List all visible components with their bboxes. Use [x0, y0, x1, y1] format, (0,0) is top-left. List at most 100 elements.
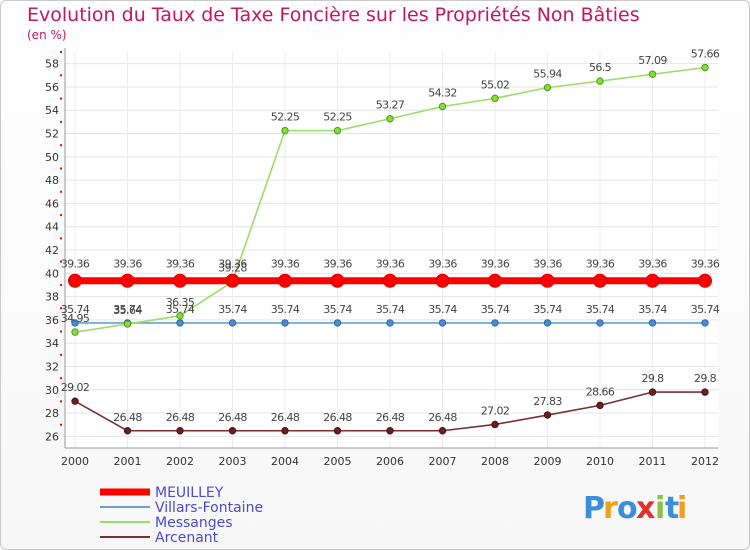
- data-label-meuilley: 39.36: [376, 258, 405, 271]
- data-label-messanges: 53.27: [376, 99, 405, 112]
- y-minor-tick: [60, 214, 62, 217]
- y-tick-label: 28: [45, 407, 59, 420]
- data-label-messanges: 39.28: [218, 262, 247, 275]
- x-tick-label: 2012: [691, 455, 719, 468]
- x-tick-label: 2006: [376, 455, 404, 468]
- data-point-arcenant: [123, 427, 132, 435]
- data-label-messanges: 55.94: [533, 68, 562, 81]
- y-tick-label: 40: [45, 267, 59, 280]
- data-point-villars-fontaine: [701, 319, 709, 327]
- data-point-meuilley: [435, 273, 450, 288]
- y-tick-label: 48: [45, 174, 59, 187]
- y-minor-tick: [60, 377, 62, 380]
- data-point-meuilley: [278, 273, 292, 288]
- legend-label-messanges: Messanges: [155, 515, 233, 531]
- data-label-villars-fontaine: 35.74: [533, 303, 562, 316]
- data-label-villars-fontaine: 35.74: [481, 303, 510, 316]
- y-tick-label: 58: [45, 58, 59, 71]
- x-tick-label: 2007: [429, 455, 457, 468]
- data-label-messanges: 36.35: [166, 296, 195, 309]
- data-label-messanges: 35.64: [113, 304, 142, 317]
- data-label-villars-fontaine: 35.74: [218, 303, 247, 316]
- data-label-arcenant: 26.48: [166, 411, 195, 424]
- y-tick-label: 34: [45, 337, 59, 350]
- x-tick-label: 2001: [114, 455, 142, 468]
- data-point-messanges: [333, 126, 342, 135]
- data-label-meuilley: 39.36: [113, 258, 142, 271]
- data-point-meuilley: [698, 273, 712, 288]
- data-label-messanges: 57.66: [691, 48, 720, 61]
- data-point-villars-fontaine: [71, 319, 79, 327]
- data-point-meuilley: [645, 273, 660, 288]
- y-minor-tick: [60, 74, 62, 77]
- data-point-arcenant: [701, 388, 709, 396]
- x-tick-label: 2010: [586, 455, 614, 468]
- x-tick-label: 2005: [324, 455, 352, 468]
- data-label-messanges: 54.32: [428, 87, 457, 100]
- y-minor-tick: [60, 260, 62, 263]
- data-label-meuilley: 39.36: [533, 258, 562, 271]
- x-tick-label: 2008: [481, 455, 509, 468]
- data-label-meuilley: 39.36: [481, 258, 510, 271]
- data-label-arcenant: 29.02: [61, 381, 90, 394]
- data-point-meuilley: [488, 273, 502, 288]
- data-point-messanges: [491, 94, 499, 103]
- legend-label-meuilley: MEUILLEY: [155, 485, 224, 501]
- logo-letter: i: [677, 491, 687, 526]
- y-minor-tick: [60, 120, 62, 123]
- data-point-arcenant: [596, 401, 604, 410]
- data-label-arcenant: 26.48: [428, 411, 457, 424]
- data-label-villars-fontaine: 35.74: [691, 303, 720, 316]
- x-tick-label: 2000: [61, 455, 89, 468]
- data-point-messanges: [176, 312, 184, 320]
- data-point-arcenant: [333, 427, 342, 435]
- data-label-meuilley: 39.36: [691, 258, 720, 271]
- data-point-arcenant: [491, 420, 499, 429]
- value-labels: 29.02 26.48 26.48 26.48 26.48 26.48 26.48 26.48…: [61, 48, 721, 424]
- y-tick-label: 56: [45, 81, 59, 94]
- y-minor-tick: [60, 167, 62, 170]
- data-point-villars-fontaine: [648, 319, 657, 327]
- data-label-villars-fontaine: 35.74: [113, 303, 142, 316]
- data-label-messanges: 56.5: [589, 61, 612, 74]
- y-minor-tick: [60, 190, 62, 193]
- y-tick-label: 50: [45, 151, 59, 164]
- y-tick-label: 46: [45, 197, 59, 210]
- data-point-meuilley: [383, 273, 397, 288]
- chart-title: Evolution du Taux de Taxe Foncière sur l…: [27, 4, 640, 26]
- y-tick-label: 44: [45, 221, 59, 234]
- y-minor-tick: [60, 330, 62, 333]
- data-label-messanges: 34.95: [61, 312, 90, 325]
- x-tick-label: 2003: [219, 455, 247, 468]
- data-point-meuilley: [120, 273, 135, 288]
- logo-letter: P: [583, 491, 605, 526]
- data-label-villars-fontaine: 35.74: [323, 303, 352, 316]
- x-tick-label: 2004: [271, 455, 299, 468]
- x-tick-label: 2011: [639, 455, 667, 468]
- data-point-arcenant: [438, 427, 447, 435]
- data-point-villars-fontaine: [438, 319, 447, 327]
- data-label-villars-fontaine: 35.74: [376, 303, 405, 316]
- y-minor-tick: [60, 353, 62, 356]
- data-label-messanges: 52.25: [323, 111, 352, 124]
- x-tick-label: 2002: [166, 455, 194, 468]
- data-label-meuilley: 39.36: [166, 258, 195, 271]
- data-label-arcenant: 29.8: [641, 372, 664, 385]
- data-point-meuilley: [225, 273, 240, 288]
- legend-label-arcenant: Arcenant: [155, 530, 219, 546]
- series-lines: [68, 63, 712, 435]
- data-point-meuilley: [540, 273, 555, 288]
- logo-letter: o: [617, 491, 638, 526]
- data-label-arcenant: 29.8: [694, 372, 717, 385]
- data-label-meuilley: 39.36: [218, 258, 247, 271]
- data-label-meuilley: 39.36: [428, 258, 457, 271]
- data-label-meuilley: 39.36: [638, 258, 667, 271]
- data-label-villars-fontaine: 35.74: [428, 303, 457, 316]
- legend: MEUILLEYVillars-FontaineMessangesArcenan…: [100, 485, 263, 546]
- data-label-arcenant: 27.83: [533, 395, 562, 408]
- data-point-villars-fontaine: [176, 319, 184, 327]
- y-tick-label: 38: [45, 291, 59, 304]
- y-minor-tick: [60, 237, 62, 240]
- data-point-messanges: [386, 115, 394, 123]
- data-label-villars-fontaine: 35.74: [638, 303, 667, 316]
